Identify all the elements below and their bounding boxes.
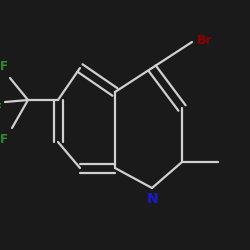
Text: Br: Br: [197, 34, 212, 46]
Text: F: F: [0, 102, 2, 115]
Text: N: N: [147, 192, 159, 206]
Text: F: F: [0, 60, 8, 73]
Text: F: F: [0, 133, 8, 146]
